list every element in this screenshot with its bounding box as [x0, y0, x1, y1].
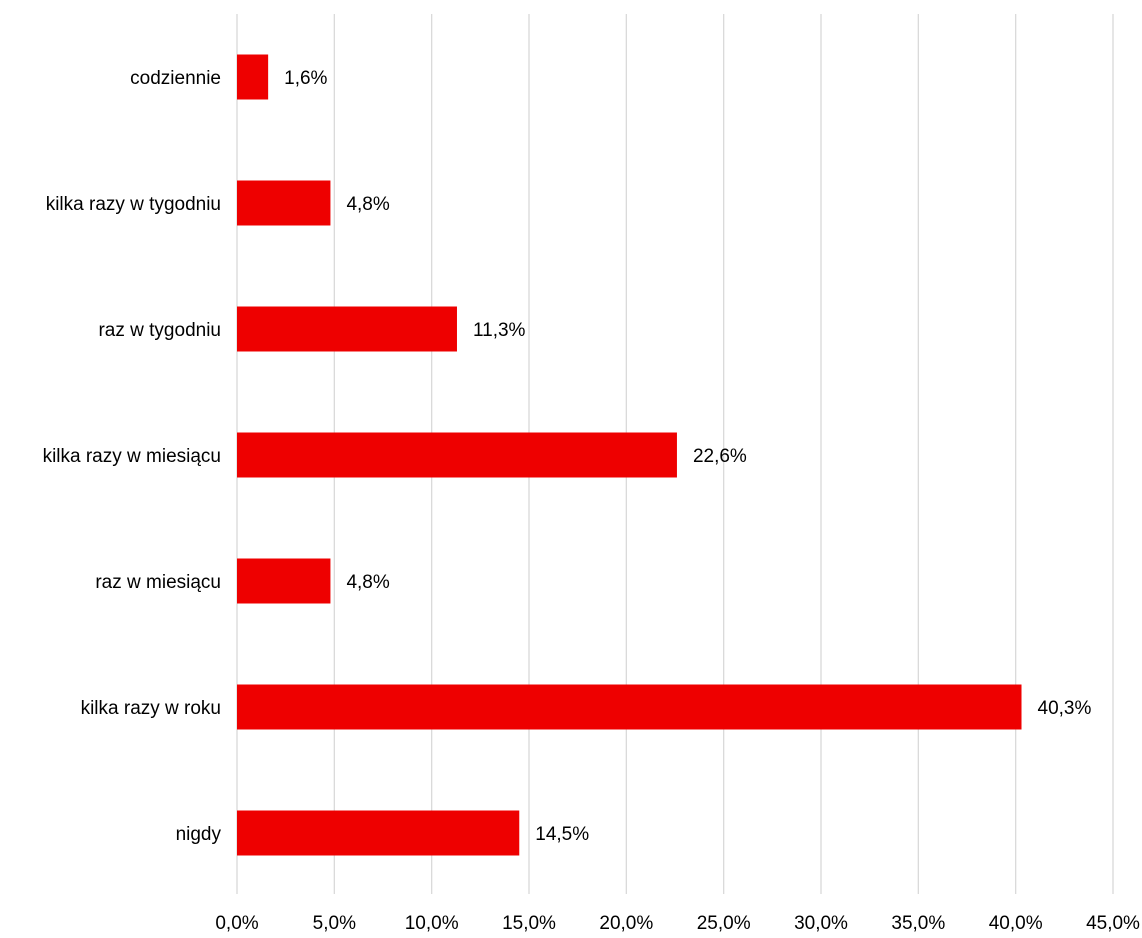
- category-label: kilka razy w roku: [81, 698, 221, 719]
- x-tick-label: 30,0%: [794, 913, 848, 934]
- bars: [237, 54, 1022, 856]
- data-label: 4,8%: [346, 194, 389, 215]
- x-tick-label: 15,0%: [502, 913, 556, 934]
- category-label: nigdy: [176, 824, 222, 845]
- data-label: 11,3%: [473, 320, 526, 341]
- x-tick-label: 25,0%: [697, 913, 751, 934]
- data-label: 40,3%: [1038, 698, 1092, 719]
- data-label: 22,6%: [693, 446, 747, 467]
- category-label: raz w tygodniu: [98, 320, 221, 341]
- bar: [237, 684, 1022, 730]
- bar: [237, 432, 677, 478]
- bar: [237, 306, 457, 352]
- x-tick-label: 40,0%: [989, 913, 1043, 934]
- x-tick-label: 10,0%: [405, 913, 459, 934]
- x-tick-label: 5,0%: [313, 913, 356, 934]
- x-tick-label: 35,0%: [891, 913, 945, 934]
- labels: 0,0% 5,0% 10,0% 15,0% 20,0% 25,0% 30,0% 35,0% 40…: [43, 68, 1140, 934]
- category-label: kilka razy w miesiącu: [43, 446, 221, 467]
- category-label: codziennie: [130, 68, 221, 89]
- bar: [237, 810, 520, 856]
- bar: [237, 54, 269, 100]
- x-tick-label: 0,0%: [215, 913, 258, 934]
- bar: [237, 180, 331, 226]
- category-label: raz w miesiącu: [95, 572, 221, 593]
- bar: [237, 558, 331, 604]
- data-label: 14,5%: [535, 824, 589, 845]
- data-label: 4,8%: [346, 572, 389, 593]
- x-tick-label: 45,0%: [1086, 913, 1140, 934]
- data-label: 1,6%: [284, 68, 327, 89]
- x-tick-label: 20,0%: [599, 913, 653, 934]
- category-label: kilka razy w tygodniu: [46, 194, 221, 215]
